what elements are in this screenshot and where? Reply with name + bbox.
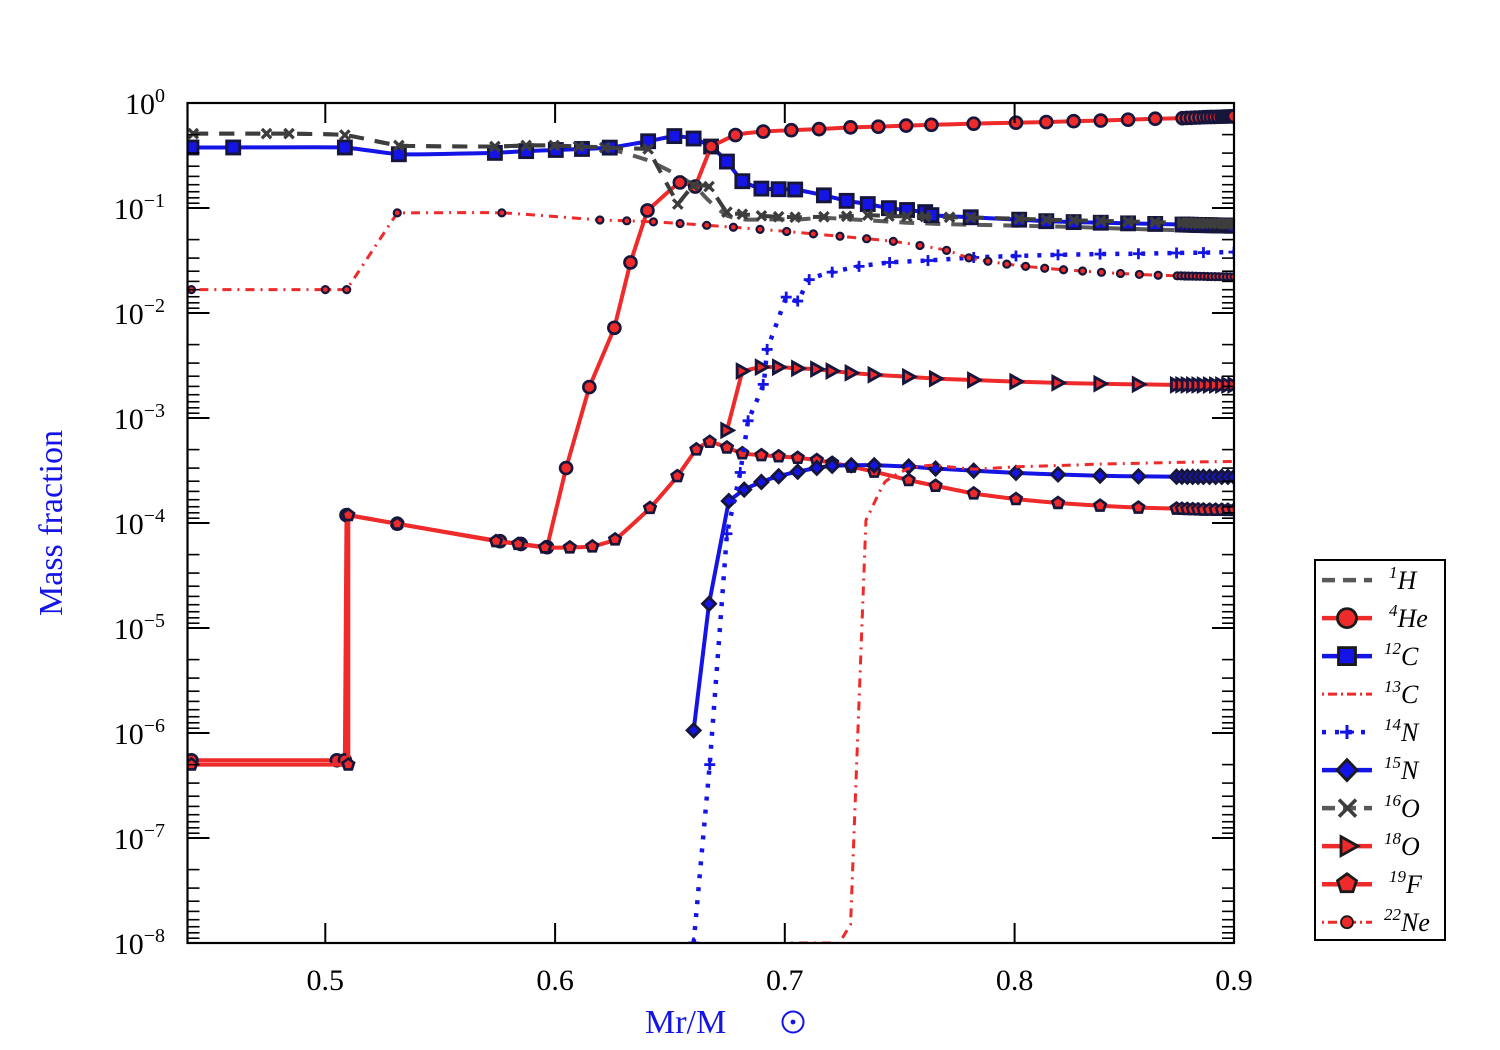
svg-text:0.8: 0.8: [996, 964, 1034, 997]
svg-text:10−1: 10−1: [114, 190, 165, 226]
svg-text:10−4: 10−4: [114, 505, 165, 541]
svg-text:10−3: 10−3: [114, 400, 165, 436]
svg-text:10−2: 10−2: [114, 295, 165, 331]
svg-text:10−5: 10−5: [114, 610, 165, 646]
svg-text:Mr/M: Mr/M: [645, 1004, 726, 1041]
svg-text:0.5: 0.5: [307, 964, 345, 997]
svg-text:Mass fraction: Mass fraction: [33, 430, 70, 616]
svg-text:0.7: 0.7: [766, 964, 804, 997]
svg-text:10−7: 10−7: [114, 820, 165, 856]
svg-text:0.6: 0.6: [536, 964, 574, 997]
svg-text:100: 100: [125, 85, 165, 121]
svg-text:0.9: 0.9: [1215, 964, 1253, 997]
svg-text:10−8: 10−8: [114, 925, 165, 961]
svg-text:10−6: 10−6: [114, 715, 165, 751]
